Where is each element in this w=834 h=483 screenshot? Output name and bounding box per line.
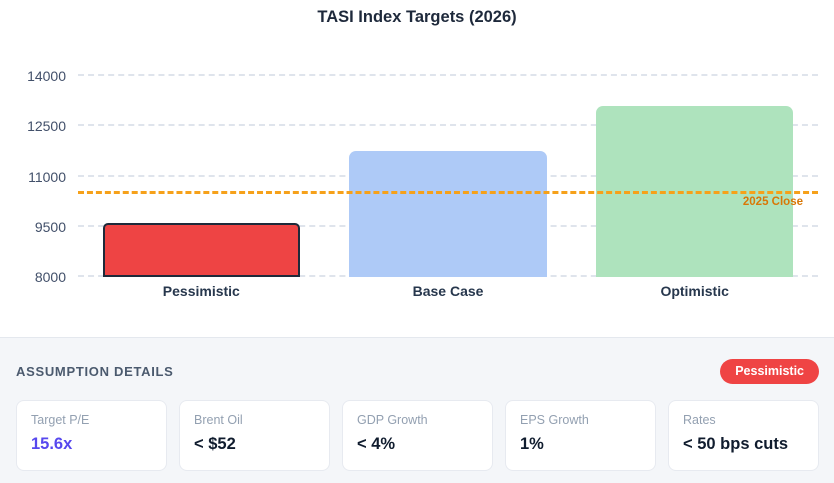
assumptions-panel: ASSUMPTION DETAILS Pessimistic Target P/… bbox=[0, 337, 834, 483]
x-axis-labels: Pessimistic Base Case Optimistic bbox=[78, 283, 818, 299]
y-tick-label: 8000 bbox=[34, 269, 66, 285]
y-tick-label: 12500 bbox=[27, 118, 66, 135]
card-value: 1% bbox=[520, 434, 544, 453]
bar-column bbox=[571, 76, 818, 277]
chart-title: TASI Index Targets (2026) bbox=[317, 8, 517, 26]
card-value: 15.6x bbox=[31, 434, 73, 453]
bar-column bbox=[78, 76, 325, 277]
card-label: GDP Growth bbox=[357, 413, 428, 427]
gridline bbox=[78, 124, 818, 127]
card-label: Brent Oil bbox=[194, 413, 243, 427]
card-label: Rates bbox=[683, 413, 716, 427]
reference-line-label: 2025 Close bbox=[742, 196, 803, 209]
assumption-card-target-p-e: Target P/E 15.6x bbox=[16, 400, 167, 471]
card-label: Target P/E bbox=[31, 413, 90, 427]
scenario-badge[interactable]: Pessimistic bbox=[720, 359, 819, 384]
x-label-optimistic: Optimistic bbox=[660, 283, 729, 299]
card-value: < $52 bbox=[194, 434, 236, 453]
chart-panel: TASI Index Targets (2026) 8000 9500 11000 1… bbox=[0, 8, 818, 299]
plot-area: 2025 Close bbox=[78, 74, 818, 277]
assumption-card-rates: Rates < 50 bps cuts bbox=[668, 400, 819, 471]
bar-base-case[interactable] bbox=[349, 151, 547, 277]
assumptions-header: ASSUMPTION DETAILS Pessimistic bbox=[0, 338, 834, 384]
bar-column bbox=[325, 76, 572, 277]
x-label-base-case: Base Case bbox=[412, 283, 484, 299]
y-tick-label: 14000 bbox=[27, 68, 66, 84]
x-label-pessimistic: Pessimistic bbox=[162, 283, 240, 299]
card-value: < 50 bps cuts bbox=[683, 434, 789, 453]
card-value: < 4% bbox=[357, 434, 396, 453]
y-tick-label: 9500 bbox=[34, 218, 66, 235]
assumption-cards: Target P/E 15.6x Brent Oil < $52 GDP Growth <… bbox=[0, 384, 834, 471]
tasi-dashboard: TASI Index Targets (2026) 8000 9500 11000 1… bbox=[0, 8, 834, 483]
gridline bbox=[78, 74, 818, 76]
card-label: EPS Growth bbox=[520, 413, 589, 427]
assumption-card-gdp-growth: GDP Growth < 4% bbox=[342, 400, 493, 471]
bar-pessimistic[interactable] bbox=[102, 223, 300, 277]
y-tick-label: 11000 bbox=[28, 168, 66, 185]
reference-line-2025-close bbox=[78, 190, 818, 194]
y-axis: 8000 9500 11000 12500 14000 bbox=[0, 69, 66, 284]
assumption-card-brent-oil: Brent Oil < $52 bbox=[179, 400, 330, 471]
assumptions-heading: ASSUMPTION DETAILS bbox=[16, 364, 174, 379]
assumption-card-eps-growth: EPS Growth 1% bbox=[505, 400, 656, 471]
